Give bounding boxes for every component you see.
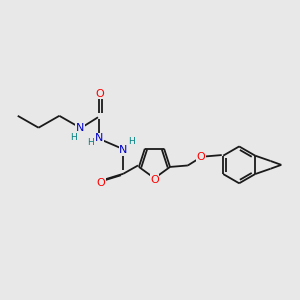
Text: H: H (70, 133, 77, 142)
Text: N: N (76, 123, 84, 133)
Text: N: N (95, 133, 104, 143)
Text: O: O (97, 178, 105, 188)
Text: N: N (119, 145, 128, 155)
Text: H: H (128, 137, 135, 146)
Text: O: O (95, 88, 104, 98)
Text: O: O (197, 152, 206, 161)
Text: H: H (87, 138, 94, 147)
Text: O: O (150, 175, 159, 185)
